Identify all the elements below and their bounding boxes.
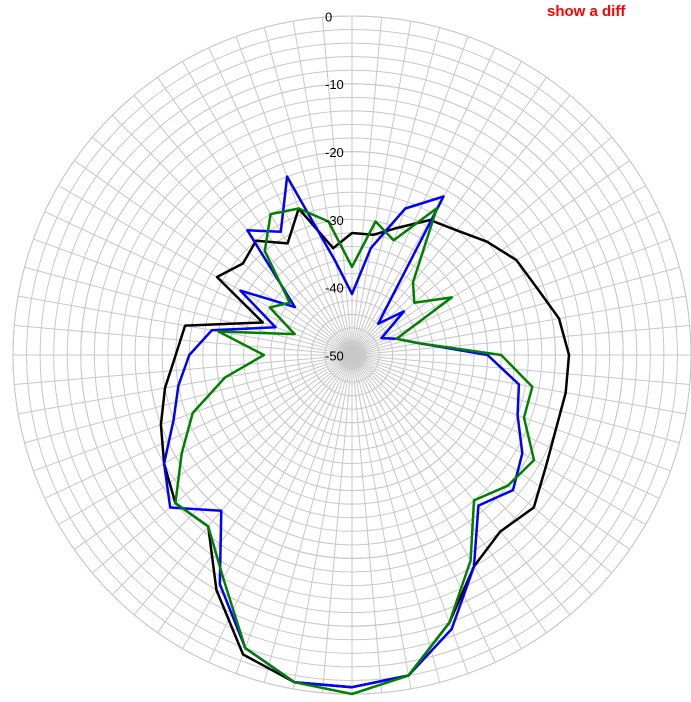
- angular-grid-line: [263, 354, 353, 683]
- angular-grid-line: [157, 354, 353, 633]
- angular-grid-line: [58, 185, 353, 356]
- angular-grid-line: [351, 354, 441, 683]
- r-tick-label: -50: [325, 348, 344, 363]
- angular-grid-line: [351, 27, 441, 356]
- angular-grid-line: [351, 354, 571, 616]
- angular-grid-line: [58, 354, 353, 525]
- angular-grid-line: [91, 354, 353, 574]
- angular-grid-line: [351, 17, 383, 356]
- series-line: [174, 206, 536, 696]
- angular-grid-line: [292, 21, 353, 356]
- angular-grid-line: [351, 354, 660, 499]
- angular-grid-line: [44, 211, 353, 356]
- angular-grid-line: [351, 94, 571, 356]
- r-tick-label: -10: [325, 77, 344, 92]
- angular-grid-line: [133, 94, 353, 356]
- angular-grid-line: [351, 21, 412, 356]
- angular-grid-line: [351, 324, 690, 356]
- angular-grid-line: [111, 354, 353, 596]
- angular-grid-line: [351, 354, 496, 663]
- angular-grid-line: [351, 354, 522, 649]
- angular-grid-line: [351, 47, 496, 356]
- angular-grid-line: [182, 61, 353, 356]
- angular-grid-line: [74, 354, 353, 550]
- angular-grid-line: [44, 354, 353, 499]
- angular-grid-line: [351, 77, 547, 356]
- angular-grid-line: [33, 238, 353, 356]
- angular-grid-line: [351, 211, 660, 356]
- angular-grid-line: [351, 354, 630, 550]
- r-tick-circle: [283, 286, 421, 424]
- angular-grid-line: [351, 354, 613, 574]
- angular-grid-line: [235, 354, 353, 674]
- angular-grid-line: [263, 27, 353, 356]
- angular-grid-line: [111, 114, 353, 356]
- angular-grid-line: [292, 354, 353, 689]
- angular-grid-line: [351, 160, 630, 356]
- angular-grid-line: [351, 295, 686, 356]
- angular-grid-line: [351, 36, 469, 356]
- angular-grid-line: [351, 185, 646, 356]
- angular-grid-line: [351, 354, 547, 633]
- angular-grid-line: [157, 77, 353, 356]
- angular-grid-line: [91, 136, 353, 356]
- angular-grid-line: [351, 354, 671, 472]
- angular-grid-line: [182, 354, 353, 649]
- angular-grid-line: [235, 36, 353, 356]
- angular-grid-line: [321, 354, 353, 693]
- angular-grid-line: [351, 354, 680, 444]
- angular-grid-line: [351, 354, 469, 674]
- angular-grid-line: [24, 354, 353, 444]
- angular-grid-line: [351, 354, 690, 386]
- angular-grid-line: [18, 354, 353, 415]
- angular-grid-line: [24, 266, 353, 356]
- angular-grid-line: [351, 136, 613, 356]
- r-tick-circle: [148, 151, 556, 559]
- angular-grid-line: [321, 17, 353, 356]
- r-tick-label: -40: [325, 281, 344, 296]
- angular-grid-line: [351, 354, 593, 596]
- r-tick-label: -30: [325, 213, 344, 228]
- angular-grid-line: [351, 354, 383, 693]
- annotation: show a diff: [547, 3, 626, 20]
- angular-grid-line: [351, 354, 412, 689]
- r-tick-label: 0: [325, 9, 332, 24]
- r-tick-label: -20: [325, 145, 344, 160]
- angular-grid-line: [14, 324, 353, 356]
- angular-grid-line: [208, 47, 353, 356]
- series-line: [162, 175, 524, 689]
- angular-grid-line: [133, 354, 353, 616]
- angular-grid-line: [351, 354, 646, 525]
- angular-grid-line: [351, 238, 671, 356]
- angular-grid-line: [74, 160, 353, 356]
- r-tick-circle: [80, 83, 624, 627]
